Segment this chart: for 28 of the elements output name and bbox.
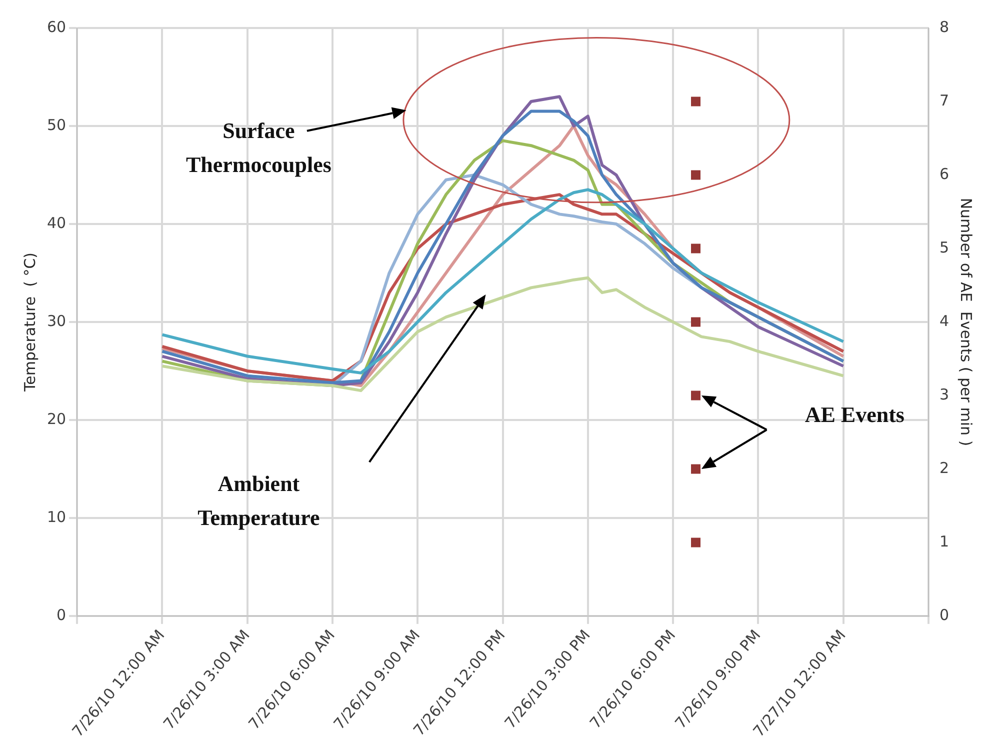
point (691, 464, 700, 474)
annotation: Surface Thermocouples (184, 116, 332, 179)
point (691, 244, 700, 254)
y-tick-label: 50 (46, 116, 66, 134)
annotation: Ambient Temperature (196, 470, 321, 532)
y2-tick-label: 8 (939, 18, 950, 36)
y2-axis-title: Number of AE Events ( per min ) (957, 198, 976, 446)
y-axis-title: Temperature ( °C) (20, 252, 39, 392)
y-tick-label: 10 (46, 508, 66, 526)
y2-tick-label: 6 (939, 164, 950, 183)
point (691, 317, 700, 327)
y2-tick-label: 7 (939, 91, 950, 110)
annotation: AE Events (804, 400, 906, 429)
y-tick-label: 40 (46, 214, 66, 232)
point (691, 96, 700, 106)
point (691, 538, 700, 548)
y2-tick-label: 2 (939, 458, 950, 477)
y-tick-label: 60 (46, 18, 66, 36)
y2-tick-label: 3 (939, 385, 950, 404)
y2-tick-label: 1 (939, 532, 950, 550)
y-tick-label: 20 (46, 410, 66, 428)
y-tick-label: 0 (56, 606, 66, 624)
y-tick-label: 30 (46, 312, 66, 330)
point (691, 390, 700, 400)
y2-tick-label: 0 (939, 606, 950, 624)
y2-tick-label: 4 (939, 312, 950, 330)
point (691, 170, 700, 180)
y2-tick-label: 5 (939, 238, 950, 256)
